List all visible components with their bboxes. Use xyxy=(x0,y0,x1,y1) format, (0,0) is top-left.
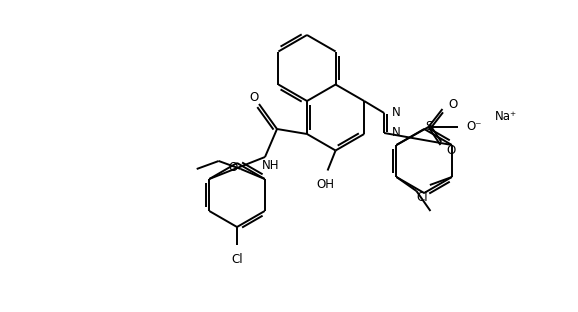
Text: O: O xyxy=(449,97,458,110)
Text: N: N xyxy=(392,126,401,139)
Text: Cl: Cl xyxy=(416,191,428,204)
Text: Cl: Cl xyxy=(231,253,243,266)
Text: NH: NH xyxy=(262,158,280,172)
Text: O: O xyxy=(228,160,238,173)
Text: O: O xyxy=(446,144,455,157)
Text: OH: OH xyxy=(317,178,335,192)
Text: O: O xyxy=(249,90,258,104)
Text: Na⁺: Na⁺ xyxy=(494,110,517,124)
Text: S: S xyxy=(425,120,432,134)
Text: O⁻: O⁻ xyxy=(466,120,482,134)
Text: N: N xyxy=(392,106,401,119)
